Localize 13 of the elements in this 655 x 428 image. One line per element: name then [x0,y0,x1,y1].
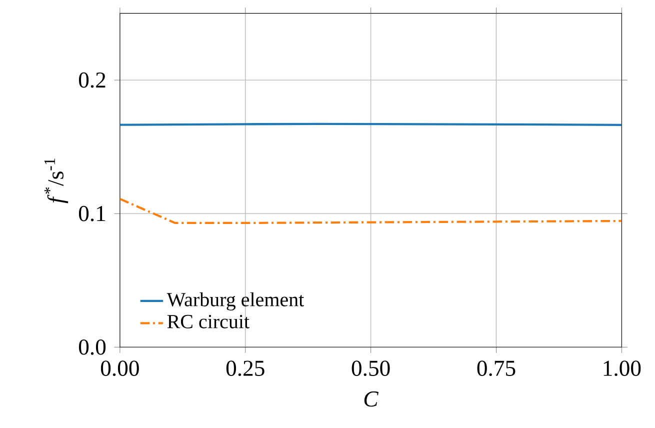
legend-label: RC circuit [167,314,250,328]
x-tick-label: 1.00 [604,360,641,376]
x-tick-label: 0.75 [477,360,516,376]
legend-label: Warburg element [166,292,304,310]
y-axis-title: f$^{*}$/s$^{-1}$ [44,158,68,204]
x-axis-title: C [364,391,378,406]
y-tick-label: 0.2 [78,72,106,88]
y-tick-label: 0.0 [78,339,106,355]
x-tick-label: 0.00 [100,360,139,376]
line-series [120,198,622,224]
x-tick-label: 0.25 [226,360,264,376]
y-tick-label: 0.1 [78,206,106,222]
x-tick-label: 0.50 [352,360,390,376]
